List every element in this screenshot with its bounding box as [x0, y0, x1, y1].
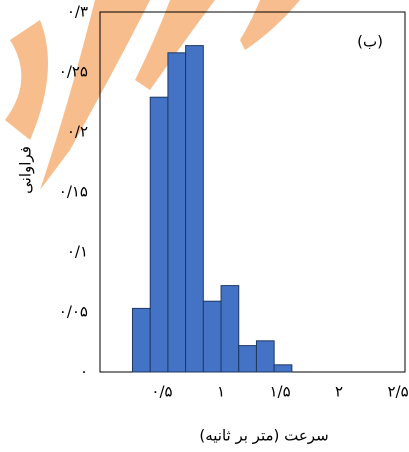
bar — [186, 46, 204, 372]
x-axis-label: سرعت (متر بر ثانیه) — [199, 427, 328, 445]
x-tick-label: ۱/۵ — [269, 383, 290, 401]
bar — [168, 53, 186, 372]
panel-label: (ب) — [357, 33, 383, 51]
x-tick-label: ۲ — [335, 383, 343, 401]
y-tick-label: ۰/۳ — [67, 3, 88, 21]
y-tick-label: ۰/۱ — [67, 243, 88, 261]
bar — [239, 346, 257, 372]
bar — [256, 341, 274, 372]
bar — [221, 286, 239, 372]
bar — [274, 365, 292, 372]
y-axis-label: فراوانی — [17, 146, 35, 194]
chart: (ب) سرعت (متر بر ثانیه) فراوانی ۰ ۰/۰۵ ۰/۱… — [0, 0, 409, 452]
x-tick-label: ۲/۵ — [388, 383, 409, 401]
x-tick-label: ۰/۵ — [151, 383, 172, 401]
bar — [150, 97, 168, 372]
y-tick-label: ۰/۲ — [67, 123, 88, 141]
x-tick-label: ۱ — [217, 383, 225, 401]
y-tick-label: ۰/۰۵ — [59, 303, 88, 321]
bar — [133, 308, 151, 372]
y-tick-label: ۰/۱۵ — [59, 183, 88, 201]
y-tick-label: ۰ — [80, 363, 88, 381]
bar — [203, 301, 221, 372]
y-tick-label: ۰/۲۵ — [59, 63, 88, 81]
